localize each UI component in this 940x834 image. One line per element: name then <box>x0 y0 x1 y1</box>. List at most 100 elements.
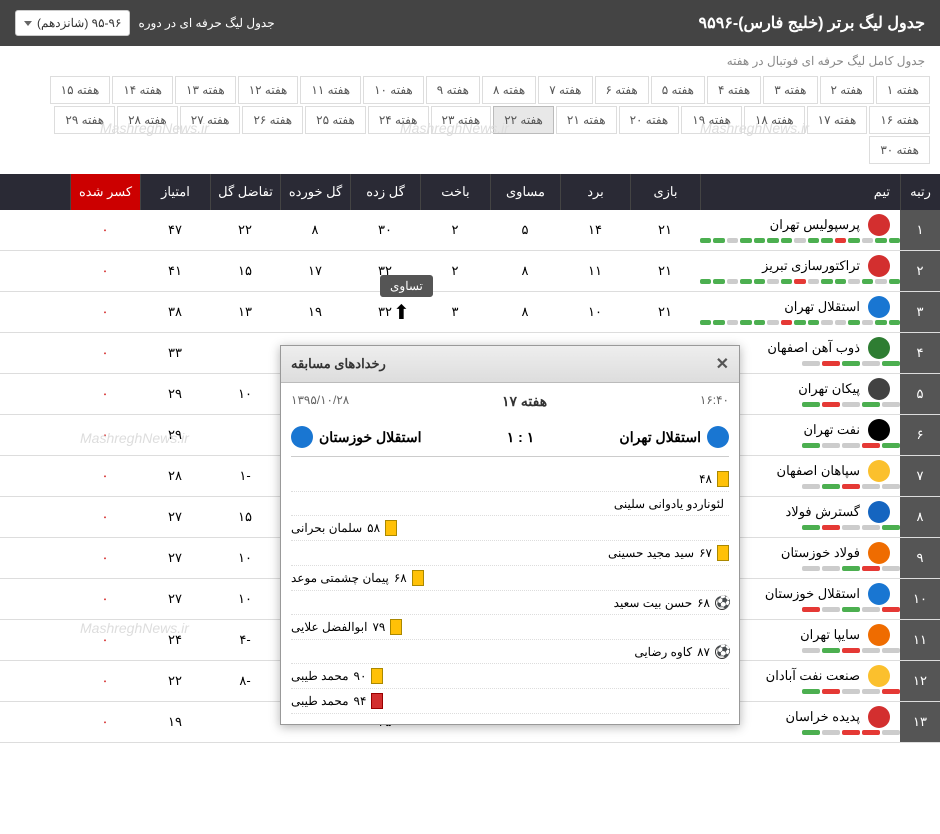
week-tab[interactable]: هفته ۲۸ <box>117 106 178 134</box>
rank-cell: ۸ <box>900 497 940 537</box>
table-row[interactable]: ۳ استقلال تهران ۲۱ ۱۰ ۸ ۳ ۳۲ ۱۹ ۱۳ ۳۸ ۰ <box>0 292 940 333</box>
form-pill <box>802 607 820 612</box>
form-pill <box>882 525 900 530</box>
week-tab[interactable]: هفته ۲۹ <box>54 106 115 134</box>
week-tab[interactable]: هفته ۱۵ <box>50 76 111 104</box>
week-tab[interactable]: هفته ۹ <box>426 76 480 104</box>
form-pill <box>848 238 859 243</box>
form-pill <box>882 402 900 407</box>
ga-cell: ۸ <box>280 214 350 246</box>
header-bar: جدول لیگ برتر (خلیج فارس)-۹۵۹۶ جدول لیگ … <box>0 0 940 46</box>
week-tab[interactable]: هفته ۲۷ <box>180 106 241 134</box>
pts-cell: ۲۷ <box>140 542 210 574</box>
week-tab[interactable]: هفته ۱۲ <box>238 76 299 104</box>
ga-cell: ۱۹ <box>280 296 350 328</box>
week-tabs: هفته ۱هفته ۲هفته ۳هفته ۴هفته ۵هفته ۶هفته… <box>0 76 940 174</box>
close-icon[interactable]: ✕ <box>716 354 729 374</box>
form-pill <box>802 525 820 530</box>
form-pill <box>862 607 880 612</box>
event-minute: ۶۸ <box>394 571 407 585</box>
form-pill <box>875 279 886 284</box>
form-pill <box>882 361 900 366</box>
week-tab[interactable]: هفته ۲۰ <box>619 106 680 134</box>
event-row: ۴۸ <box>291 467 729 492</box>
week-tab[interactable]: هفته ۱۳ <box>175 76 236 104</box>
pts-cell: ۴۷ <box>140 214 210 246</box>
form-pill <box>862 525 880 530</box>
match-score: ۱ : ۱ <box>507 429 535 446</box>
deducted-cell: ۰ <box>70 501 140 533</box>
team-name: استقلال خوزستان <box>765 586 860 602</box>
form-pill <box>754 320 765 325</box>
week-tab[interactable]: هفته ۱ <box>876 76 930 104</box>
form-pill <box>889 238 900 243</box>
table-row[interactable]: ۲ تراکتورسازی تبریز ۲۱ ۱۱ ۸ ۲ ۳۲ ۱۷ ۱۵ ۴… <box>0 251 940 292</box>
week-tab[interactable]: هفته ۲ <box>820 76 874 104</box>
popup-header: ✕ رخدادهای مسابقه <box>281 346 739 383</box>
form-pill <box>835 279 846 284</box>
deducted-cell: ۰ <box>70 460 140 492</box>
form-pill <box>740 320 751 325</box>
week-tab[interactable]: هفته ۲۵ <box>305 106 366 134</box>
week-tab[interactable]: هفته ۱۹ <box>681 106 742 134</box>
deducted-cell: ۰ <box>70 255 140 287</box>
season-select[interactable]: ۹۵-۹۶ (شانزدهم) <box>15 10 130 36</box>
team-logo-icon <box>868 542 890 564</box>
team-logo-icon <box>868 296 890 318</box>
week-tab[interactable]: هفته ۲۶ <box>242 106 303 134</box>
form-pill <box>822 484 840 489</box>
col-lost: باخت <box>420 174 490 210</box>
week-tab[interactable]: هفته ۱۴ <box>112 76 173 104</box>
week-tab[interactable]: هفته ۱۷ <box>807 106 868 134</box>
form-pill <box>740 238 751 243</box>
form-pill <box>821 238 832 243</box>
week-tab[interactable]: هفته ۲۴ <box>368 106 429 134</box>
form-pill <box>889 320 900 325</box>
form-pill <box>842 689 860 694</box>
week-tab[interactable]: هفته ۲۳ <box>431 106 492 134</box>
week-tab[interactable]: هفته ۱۱ <box>300 76 361 104</box>
form-pill <box>767 238 778 243</box>
form-pill <box>882 566 900 571</box>
table-row[interactable]: ۱ پرسپولیس تهران ۲۱ ۱۴ ۵ ۲ ۳۰ ۸ ۲۲ ۴۷ ۰ <box>0 210 940 251</box>
week-tab[interactable]: هفته ۱۸ <box>744 106 805 134</box>
week-tab[interactable]: هفته ۳۰ <box>869 136 930 164</box>
form-pill <box>794 320 805 325</box>
week-tab[interactable]: هفته ۶ <box>595 76 649 104</box>
form-pill <box>781 320 792 325</box>
form-pill <box>875 320 886 325</box>
table-header: رتبه تیم بازی برد مساوی باخت گل زده گل خ… <box>0 174 940 210</box>
pts-cell: ۲۷ <box>140 501 210 533</box>
deducted-cell: ۰ <box>70 624 140 656</box>
week-tab[interactable]: هفته ۴ <box>707 76 761 104</box>
week-tab[interactable]: هفته ۷ <box>538 76 592 104</box>
week-tab[interactable]: هفته ۸ <box>482 76 536 104</box>
week-tab[interactable]: هفته ۵ <box>651 76 705 104</box>
pts-cell: ۳۸ <box>140 296 210 328</box>
pts-cell: ۳۳ <box>140 337 210 369</box>
form-pill <box>822 402 840 407</box>
week-tab[interactable]: هفته ۳ <box>763 76 817 104</box>
week-tab[interactable]: هفته ۱۰ <box>363 76 424 104</box>
event-row: ۸۷ کاوه رضایی <box>291 640 729 664</box>
week-tab[interactable]: هفته ۱۶ <box>869 106 930 134</box>
team-logo-icon <box>868 214 890 236</box>
form-pill <box>808 238 819 243</box>
event-row: لئوناردو یادوانی سلینی <box>291 492 729 516</box>
team-logo-icon <box>868 378 890 400</box>
match-events: ۴۸ لئوناردو یادوانی سلینی۵۸ سلمان بحرانی… <box>291 467 729 714</box>
team-name: پیکان تهران <box>798 381 860 397</box>
form-pill <box>835 238 846 243</box>
week-tab[interactable]: هفته ۲۱ <box>556 106 617 134</box>
form-pill <box>781 238 792 243</box>
team-name: سایپا تهران <box>800 627 860 643</box>
col-rank: رتبه <box>900 174 940 210</box>
week-tab[interactable]: هفته ۲۲ <box>493 106 554 134</box>
form-pill <box>882 730 900 735</box>
lost-cell: ۲ <box>420 214 490 246</box>
rank-cell: ۶ <box>900 415 940 455</box>
gd-cell: -۸ <box>210 665 280 697</box>
form-pill <box>848 279 859 284</box>
rank-cell: ۲ <box>900 251 940 291</box>
col-deducted: کسر شده <box>70 174 140 210</box>
